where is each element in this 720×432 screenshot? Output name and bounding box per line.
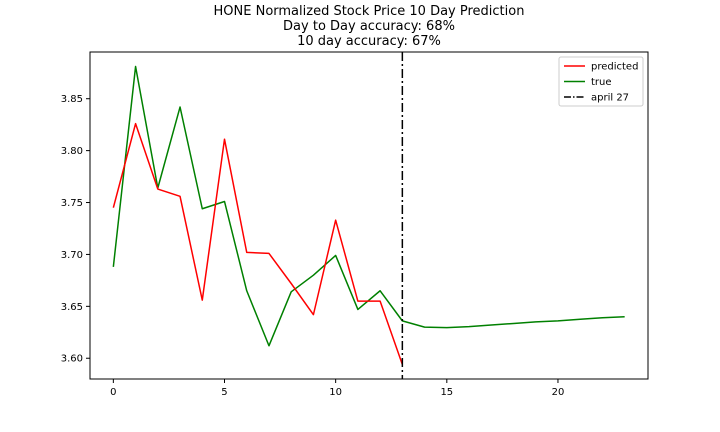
x-tick-label: 5: [221, 387, 227, 398]
x-tick-label: 20: [552, 387, 565, 398]
y-axis: 3.60 3.65 3.70 3.75 3.80 3.85: [61, 94, 90, 365]
legend-label: true: [591, 77, 612, 88]
y-tick-label: 3.65: [61, 302, 83, 313]
legend: predicted true april 27: [558, 56, 644, 107]
y-tick-label: 3.75: [61, 198, 83, 209]
x-tick-label: 15: [440, 387, 453, 398]
y-tick-label: 3.85: [61, 94, 83, 105]
plot-lines: [112, 52, 625, 379]
y-tick-label: 3.80: [61, 146, 83, 157]
chart-title-block: HONE Normalized Stock Price 10 Day Predi…: [0, 4, 720, 49]
series-line-true: [112, 65, 625, 347]
chart-subtitle-10day-accuracy: 10 day accuracy: 67%: [297, 34, 441, 49]
legend-box: [558, 56, 644, 107]
legend-label: april 27: [591, 93, 629, 104]
x-tick-label: 0: [110, 387, 116, 398]
plot-frame: [89, 51, 649, 380]
chart-subtitle-day-accuracy: Day to Day accuracy: 68%: [283, 19, 455, 34]
y-tick-label: 3.70: [61, 250, 83, 261]
x-tick-label: 10: [329, 387, 342, 398]
x-axis: 0 5 10 15 20: [110, 379, 564, 398]
chart-title: HONE Normalized Stock Price 10 Day Predi…: [213, 4, 525, 19]
y-tick-label: 3.60: [61, 354, 83, 365]
series-line-predicted: [112, 122, 404, 365]
legend-label: predicted: [591, 62, 638, 73]
